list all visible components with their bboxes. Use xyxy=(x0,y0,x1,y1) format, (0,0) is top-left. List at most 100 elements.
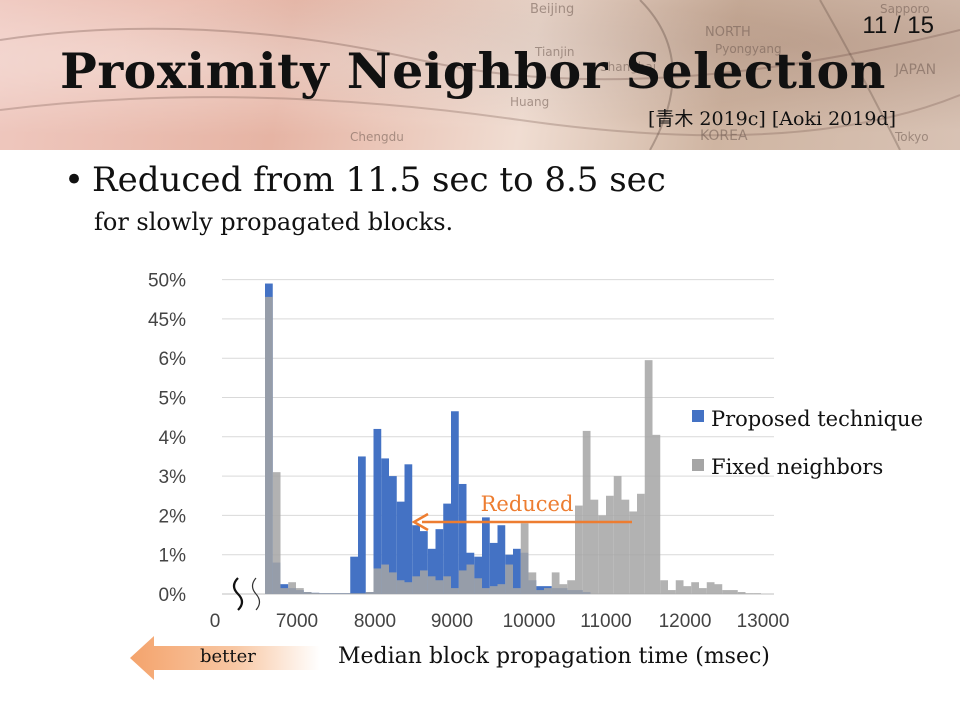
bar-fixed xyxy=(265,296,273,594)
map-label: Tianjin xyxy=(535,45,575,59)
reduced-arrow-head-icon xyxy=(411,512,429,532)
bar-fixed xyxy=(373,568,382,594)
bar-fixed xyxy=(675,580,684,594)
bullet-main-text: Reduced from 11.5 sec to 8.5 sec xyxy=(92,160,666,200)
bar-fixed xyxy=(699,588,707,594)
bar-fixed xyxy=(365,592,374,594)
map-label: Beijing xyxy=(530,2,575,17)
x-tick-label: 11000 xyxy=(580,611,631,632)
better-label: better xyxy=(200,646,256,667)
y-tick-label: 3% xyxy=(159,467,187,488)
legend-label-proposed: Proposed technique xyxy=(711,407,923,431)
map-label: KOREA xyxy=(700,128,748,144)
map-label: Chengdu xyxy=(350,130,404,144)
bar-fixed xyxy=(389,572,397,594)
bar-fixed xyxy=(435,580,444,594)
bar-fixed xyxy=(590,499,599,594)
bar-fixed xyxy=(482,588,490,594)
bar-proposed xyxy=(350,556,358,594)
y-tick-label: 4% xyxy=(159,428,187,449)
bar-proposed xyxy=(381,458,389,594)
bar-fixed xyxy=(311,592,320,594)
bar-fixed xyxy=(714,584,723,594)
y-tick-label: 0% xyxy=(159,585,187,606)
reduced-label: Reduced xyxy=(481,492,574,516)
x-tick-label: 0 xyxy=(210,611,221,632)
bar-proposed xyxy=(412,525,420,594)
bar-fixed xyxy=(629,511,637,594)
legend-swatch-proposed xyxy=(692,410,704,422)
map-label: Huang xyxy=(510,95,550,109)
bar-fixed xyxy=(474,578,482,594)
bar-fixed xyxy=(598,515,606,594)
bar-fixed xyxy=(606,495,614,594)
bullet-dot-icon: • xyxy=(64,160,85,200)
bullet-sub-text: for slowly propagated blocks. xyxy=(94,208,454,236)
bar-fixed xyxy=(427,576,436,594)
bar-proposed xyxy=(474,556,482,594)
citation: [青木 2019c] [Aoki 2019d] xyxy=(647,108,896,130)
bar-fixed xyxy=(280,588,289,594)
bar-fixed xyxy=(404,582,413,594)
legend-swatch-fixed xyxy=(692,459,704,471)
bullet-point: • Reduced from 11.5 sec to 8.5 sec xyxy=(64,160,666,200)
bar-proposed xyxy=(420,531,428,594)
bar-fixed xyxy=(536,590,544,594)
x-tick-label: 7000 xyxy=(276,611,318,632)
bar-fixed xyxy=(737,592,746,594)
bar-fixed xyxy=(489,586,498,594)
bar-proposed xyxy=(435,529,444,594)
bar-fixed xyxy=(637,493,645,594)
bar-fixed xyxy=(505,564,513,594)
bar-fixed xyxy=(730,590,738,594)
bar-fixed xyxy=(412,576,420,594)
bar-proposed xyxy=(513,548,521,594)
y-tick-label: 50% xyxy=(148,271,186,292)
bar-fixed xyxy=(458,570,467,594)
map-label: Tokyo xyxy=(895,130,929,144)
bar-fixed xyxy=(753,593,761,594)
bar-fixed xyxy=(582,430,591,594)
bar-fixed xyxy=(342,593,351,594)
bar-fixed xyxy=(660,580,668,594)
bar-proposed xyxy=(451,411,459,594)
header-banner: Beijing NORTH Pyongyang Tianjin JAPAN KO… xyxy=(0,0,960,150)
bar-fixed xyxy=(350,593,358,594)
bar-fixed xyxy=(381,564,389,594)
bar-fixed xyxy=(706,582,715,594)
bar-fixed xyxy=(272,472,281,594)
bar-fixed xyxy=(520,523,529,594)
bar-fixed xyxy=(559,584,568,594)
bar-fixed xyxy=(722,590,730,594)
map-label: NORTH xyxy=(705,25,751,40)
x-tick-label: 13000 xyxy=(737,611,790,632)
bar-proposed xyxy=(358,456,366,594)
bar-proposed xyxy=(489,542,498,594)
bar-fixed xyxy=(644,360,653,594)
map-label: JAPAN xyxy=(895,62,937,78)
x-axis-break-icon xyxy=(232,577,244,611)
bar-fixed xyxy=(443,576,451,594)
page-number: 11 / 15 xyxy=(862,12,934,39)
bar-fixed xyxy=(668,590,676,594)
y-tick-label: 2% xyxy=(159,506,187,527)
bar-fixed xyxy=(691,582,699,594)
bar-fixed xyxy=(303,592,312,594)
bar-proposed xyxy=(389,476,397,594)
bar-fixed xyxy=(396,580,405,594)
y-tick-label: 5% xyxy=(159,389,187,410)
y-tick-label: 6% xyxy=(159,349,187,370)
bar-fixed xyxy=(745,593,754,594)
bar-fixed xyxy=(567,580,575,594)
bar-proposed xyxy=(443,503,451,594)
bar-fixed xyxy=(528,572,537,594)
bar-fixed xyxy=(544,588,552,594)
bar-fixed xyxy=(334,593,343,594)
bar-proposed xyxy=(427,548,436,594)
better-arrow-icon xyxy=(130,636,320,680)
x-tick-label: 10000 xyxy=(503,611,556,632)
bar-proposed xyxy=(396,501,405,594)
y-tick-label: 1% xyxy=(159,546,187,567)
x-tick-label: 8000 xyxy=(354,611,396,632)
